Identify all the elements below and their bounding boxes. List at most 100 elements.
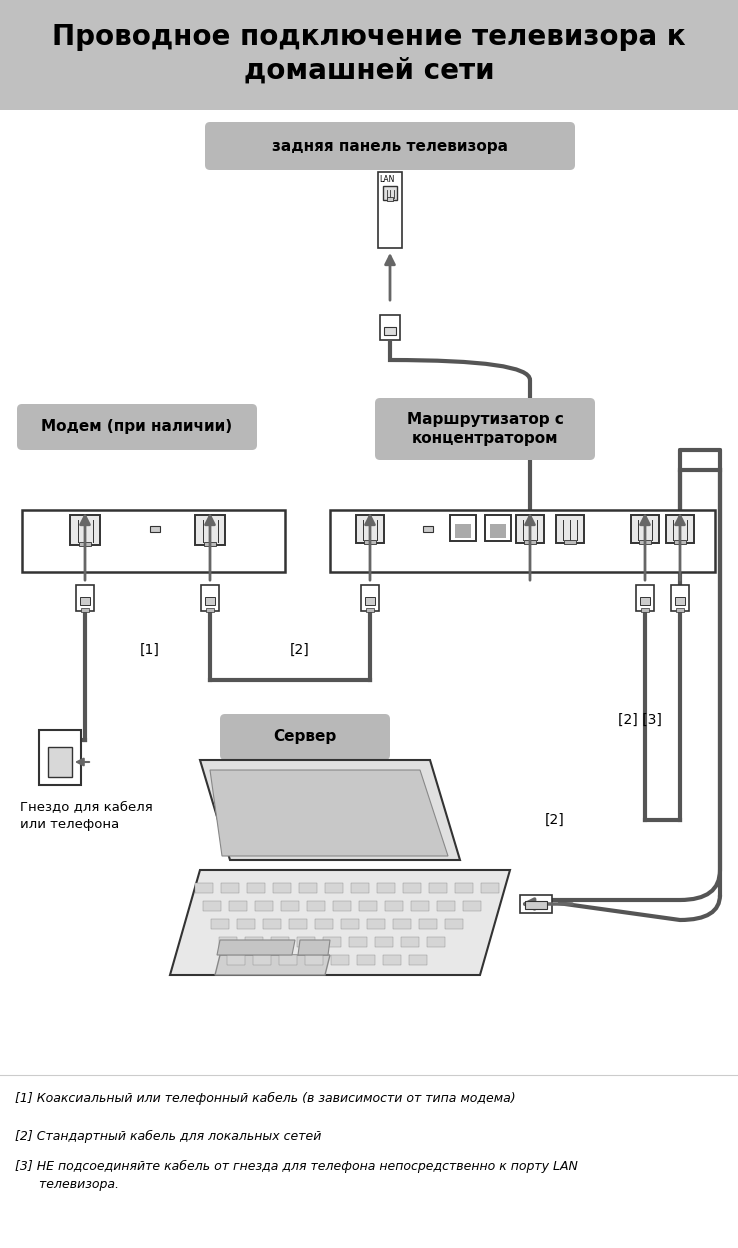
Bar <box>450 515 476 540</box>
Bar <box>525 540 536 544</box>
Bar <box>323 937 341 947</box>
Bar <box>253 955 271 965</box>
Bar <box>219 937 237 947</box>
Bar <box>150 525 160 532</box>
Text: [2]: [2] <box>545 812 565 827</box>
Bar <box>377 884 395 894</box>
Bar <box>455 884 473 894</box>
Bar <box>631 515 659 543</box>
Text: задняя панель телевизора: задняя панель телевизора <box>272 139 508 154</box>
Bar <box>289 919 307 929</box>
Bar <box>195 884 213 894</box>
Bar <box>636 585 654 612</box>
Bar <box>79 542 91 547</box>
Bar <box>365 540 376 544</box>
Bar <box>201 585 219 612</box>
Bar <box>271 937 289 947</box>
FancyBboxPatch shape <box>220 714 390 760</box>
Bar <box>671 585 689 612</box>
Bar <box>641 608 649 612</box>
Bar <box>366 608 373 612</box>
Text: [3] НЕ подсоединяйте кабель от гнезда для телефона непосредственно к порту LAN
 : [3] НЕ подсоединяйте кабель от гнезда дл… <box>15 1159 578 1191</box>
Bar <box>247 884 265 894</box>
Text: [2] [3]: [2] [3] <box>618 713 662 728</box>
Bar <box>39 730 81 785</box>
Bar <box>70 515 100 545</box>
Bar <box>211 919 229 929</box>
Bar <box>383 955 401 965</box>
Bar <box>204 597 215 605</box>
Bar <box>429 884 447 894</box>
Bar <box>203 901 221 911</box>
FancyBboxPatch shape <box>205 122 575 170</box>
Bar <box>437 901 455 911</box>
Bar <box>349 937 367 947</box>
Bar <box>204 542 216 547</box>
Bar <box>666 515 694 543</box>
Bar <box>299 884 317 894</box>
Bar <box>361 585 379 612</box>
Bar <box>331 955 349 965</box>
Bar <box>367 919 385 929</box>
Bar <box>229 901 247 911</box>
Bar <box>556 515 584 543</box>
Text: [1] Коаксиальный или телефонный кабель (в зависимости от типа модема): [1] Коаксиальный или телефонный кабель (… <box>15 1092 516 1104</box>
Polygon shape <box>298 940 330 955</box>
Bar <box>365 597 376 605</box>
Bar <box>325 884 343 894</box>
Bar <box>455 524 472 538</box>
Bar <box>481 884 499 894</box>
Bar <box>677 608 683 612</box>
Bar <box>639 540 651 544</box>
Bar <box>81 608 89 612</box>
Bar <box>356 515 384 543</box>
Bar <box>357 955 375 965</box>
Polygon shape <box>200 760 460 860</box>
Text: Модем (при наличии): Модем (при наличии) <box>41 419 232 434</box>
Text: [2] Стандартный кабель для локальных сетей: [2] Стандартный кабель для локальных сет… <box>15 1129 321 1143</box>
Bar <box>221 884 239 894</box>
Bar <box>279 955 297 965</box>
Bar <box>387 197 393 201</box>
Bar <box>245 937 263 947</box>
Bar <box>403 884 421 894</box>
Bar <box>423 525 433 532</box>
Text: [1]: [1] <box>140 643 160 656</box>
Text: LAN: LAN <box>379 176 395 185</box>
Polygon shape <box>170 870 510 975</box>
Bar <box>22 510 285 572</box>
Text: Гнездо для кабеля
или телефона: Гнездо для кабеля или телефона <box>20 800 153 831</box>
Bar <box>195 515 225 545</box>
Bar <box>207 608 213 612</box>
Bar <box>485 515 511 540</box>
Bar <box>0 0 738 110</box>
Bar <box>385 901 403 911</box>
Text: Сервер: Сервер <box>273 730 337 745</box>
Bar <box>297 937 315 947</box>
Bar <box>80 597 90 605</box>
Bar <box>227 955 245 965</box>
Bar <box>330 510 715 572</box>
Text: [2]: [2] <box>290 643 310 656</box>
FancyBboxPatch shape <box>17 404 257 451</box>
Text: Проводное подключение телевизора к
домашней сети: Проводное подключение телевизора к домаш… <box>52 24 686 85</box>
Bar <box>333 901 351 911</box>
Bar <box>351 884 369 894</box>
Bar <box>463 901 481 911</box>
Bar <box>380 314 400 339</box>
Bar <box>48 748 72 778</box>
Bar <box>675 540 686 544</box>
Bar <box>525 901 547 909</box>
Bar <box>393 919 411 929</box>
Bar <box>640 597 650 605</box>
Bar <box>384 327 396 334</box>
Bar <box>445 919 463 929</box>
Text: Маршрутизатор с
концентратором: Маршрутизатор с концентратором <box>407 412 563 446</box>
Bar <box>378 172 402 248</box>
Bar <box>315 919 333 929</box>
FancyBboxPatch shape <box>375 398 595 461</box>
Bar <box>427 937 445 947</box>
Bar <box>263 919 281 929</box>
Bar <box>383 186 397 200</box>
Bar <box>359 901 377 911</box>
